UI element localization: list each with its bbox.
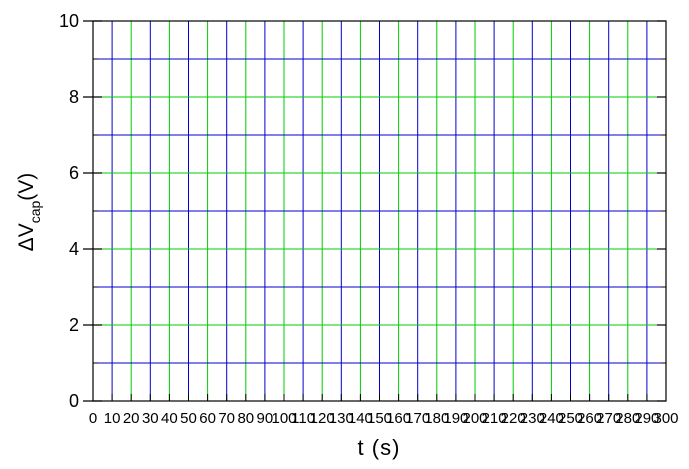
- x-tick-label: 110: [291, 410, 315, 427]
- x-tick-label: 250: [558, 410, 583, 427]
- y-axis-label-prefix: ΔV: [15, 223, 38, 251]
- y-tick-label: 10: [59, 11, 79, 31]
- x-tick-label: 220: [501, 410, 526, 427]
- x-tick-label: 210: [482, 410, 507, 427]
- tick-layer: [83, 20, 667, 402]
- y-axis-label-subscript: cap: [27, 200, 43, 223]
- x-tick-label: 0: [89, 410, 97, 427]
- y-tick-label: 8: [69, 87, 79, 107]
- x-tick-label: 50: [180, 410, 197, 427]
- y-tick-label: 6: [69, 163, 79, 183]
- x-tick-label: 90: [257, 410, 274, 427]
- x-tick-label: 70: [218, 410, 235, 427]
- x-tick-label: 10: [104, 410, 121, 427]
- x-tick-label: 140: [348, 410, 373, 427]
- x-tick-label: 60: [199, 410, 216, 427]
- x-tick-label: 130: [329, 410, 354, 427]
- x-axis-label: t (s): [358, 435, 401, 460]
- x-tick-label: 80: [237, 410, 254, 427]
- y-tick-label: 4: [69, 239, 79, 259]
- x-tick-label: 290: [634, 410, 659, 427]
- x-tick-label: 160: [386, 410, 411, 427]
- y-tick-label: 2: [69, 315, 79, 335]
- y-tick-label: 0: [69, 391, 79, 411]
- x-tick-label: 270: [596, 410, 621, 427]
- x-tick-label: 300: [653, 410, 678, 427]
- x-tick-label: 170: [405, 410, 430, 427]
- x-tick-label: 120: [310, 410, 335, 427]
- x-tick-label: 30: [142, 410, 159, 427]
- x-tick-label: 40: [161, 410, 178, 427]
- x-tick-label: 100: [271, 410, 296, 427]
- tick-label-layer: 0 10 20 30 40 50 60 70 80 90100110120130140150160…: [59, 11, 679, 427]
- x-tick-label: 230: [520, 410, 545, 427]
- y-axis-label-suffix: (V): [15, 173, 38, 201]
- x-tick-label: 20: [123, 410, 140, 427]
- y-axis-label: ΔVcap(V): [15, 173, 43, 252]
- x-tick-label: 200: [462, 410, 487, 427]
- x-tick-label: 280: [615, 410, 640, 427]
- x-tick-label: 240: [539, 410, 564, 427]
- x-tick-label: 260: [577, 410, 602, 427]
- x-tick-label: 180: [424, 410, 449, 427]
- x-tick-label: 190: [443, 410, 468, 427]
- grid-layer: [93, 21, 666, 401]
- x-tick-label: 150: [367, 410, 392, 427]
